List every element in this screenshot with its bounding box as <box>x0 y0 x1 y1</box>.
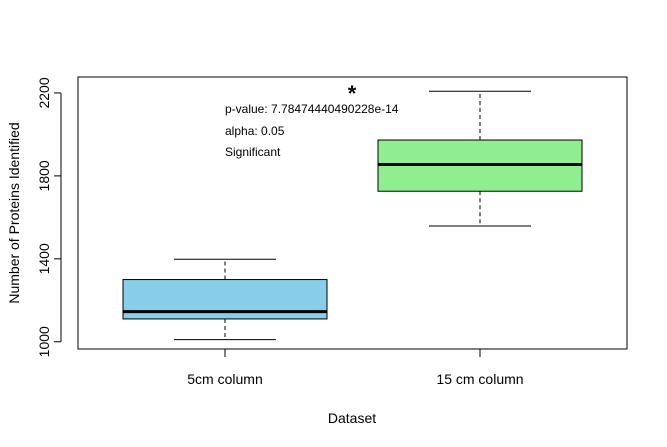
significance-star: * <box>348 81 357 106</box>
y-axis: 1000 1400 1800 2200 <box>36 77 62 357</box>
box-group <box>122 258 328 341</box>
x-axis-label: Dataset <box>328 410 376 426</box>
box-group <box>377 90 583 227</box>
y-tick-label: 2200 <box>36 77 52 108</box>
significance-label: Significant <box>225 145 281 159</box>
x-axis: 5cm column 15 cm column <box>187 348 524 387</box>
y-tick-label: 1000 <box>36 326 52 357</box>
y-tick-label: 1800 <box>36 160 52 191</box>
p-value-label: p-value: 7.78474440490228e-14 <box>225 102 399 116</box>
alpha-label: alpha: 0.05 <box>225 124 285 138</box>
x-tick-label: 5cm column <box>187 371 262 387</box>
y-axis-label: Number of Proteins Identified <box>6 122 22 303</box>
x-tick-label: 15 cm column <box>436 371 523 387</box>
boxes-layer <box>122 90 583 341</box>
y-tick-label: 1400 <box>36 243 52 274</box>
